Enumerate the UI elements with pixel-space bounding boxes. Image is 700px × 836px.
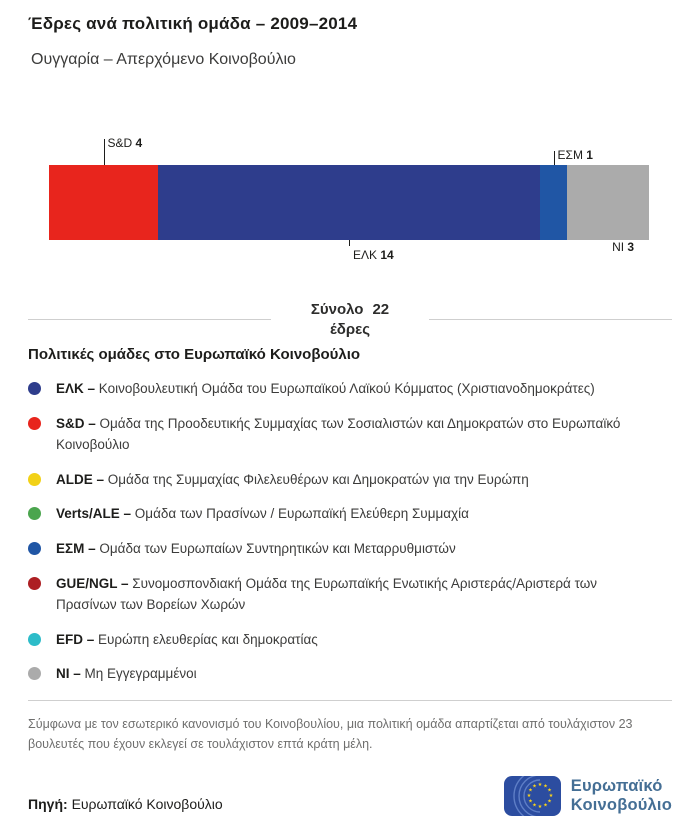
legend-item-esm: ΕΣΜ – Ομάδα των Ευρωπαίων Συντηρητικών κ… xyxy=(28,538,672,560)
legend-group-abbr: EFD – xyxy=(56,631,99,647)
bar-segment-sd xyxy=(49,165,159,240)
legend-color-dot xyxy=(28,541,41,555)
legend-color-dot xyxy=(28,632,41,646)
legend-text: ΕΛΚ – Κοινοβουλευτική Ομάδα του Ευρωπαϊκ… xyxy=(56,378,595,400)
legend-text: EFD – Ευρώπη ελευθερίας και δημοκρατίας xyxy=(56,629,318,651)
stacked-bar xyxy=(49,165,649,240)
eu-star-icon: ★ xyxy=(532,783,537,789)
bar-label-group: ΕΛΚ xyxy=(353,248,381,262)
footnote: Σύμφωνα με τον εσωτερικό κανονισμό του Κ… xyxy=(28,716,633,751)
legend-item-sd: S&D – Ομάδα της Προοδευτικής Συμμαχίας τ… xyxy=(28,413,672,456)
legend-item-elk: ΕΛΚ – Κοινοβουλευτική Ομάδα του Ευρωπαϊκ… xyxy=(28,378,672,400)
bar-segment-elk xyxy=(158,165,540,240)
legend-color-dot xyxy=(28,416,41,430)
legend-text: GUE/NGL – Συνομοσπονδιακή Ομάδα της Ευρω… xyxy=(56,573,656,616)
legend-group-name: Ομάδα της Προοδευτικής Συμμαχίας των Σοσ… xyxy=(56,415,621,453)
bar-label-tick-esm xyxy=(553,151,555,165)
legend-color-dot xyxy=(28,382,41,395)
legend-list: ΕΛΚ – Κοινοβουλευτική Ομάδα του Ευρωπαϊκ… xyxy=(28,378,672,685)
legend-group-name: Ευρώπη ελευθερίας και δημοκρατίας xyxy=(98,631,318,647)
page-subtitle: Ουγγαρία – Απερχόμενο Κοινοβούλιο xyxy=(31,51,296,68)
eu-star-icon: ★ xyxy=(549,793,554,799)
european-parliament-logo: ★ ★ ★ ★ ★ ★ ★ ★ ★ ★ ★ ★ Ευρωπαϊκό Κοινοβούλιο xyxy=(503,776,672,816)
legend-item-gue-ngl: GUE/NGL – Συνομοσπονδιακή Ομάδα της Ευρω… xyxy=(28,573,672,616)
legend-color-dot xyxy=(28,667,41,681)
legend-group-abbr: ΕΛΚ – xyxy=(56,381,99,396)
legend-text: NI – Μη Εγγεγραμμένοι xyxy=(56,663,197,685)
legend-item-verts-ale: Verts/ALE – Ομάδα των Πρασίνων / Ευρωπαϊ… xyxy=(28,503,672,525)
divider-right xyxy=(429,319,672,320)
eu-star-icon: ★ xyxy=(528,788,533,794)
bar-label-group: ΕΣΜ xyxy=(557,148,587,162)
legend-group-abbr: ALDE – xyxy=(56,471,108,487)
eu-star-icon: ★ xyxy=(538,804,543,810)
legend-group-abbr: Verts/ALE – xyxy=(56,506,135,522)
legend-group-name: Συνομοσπονδιακή Ομάδα της Ευρωπαϊκής Ενω… xyxy=(56,575,598,613)
source: Πηγή: Ευρωπαϊκό Κοινοβούλιο xyxy=(28,796,223,816)
bar-label-tick-elk xyxy=(349,240,350,246)
bar-label-elk: ΕΛΚ 14 xyxy=(353,249,394,262)
eu-flag-icon: ★ ★★★★★★★★★★★ xyxy=(503,776,561,816)
page-title: Έδρες ανά πολιτική ομάδα – 2009–2014 xyxy=(28,14,358,33)
seats-stacked-bar-chart: S&D 4 ΕΛΚ 14 ΕΣΜ 1 NI 3 xyxy=(0,135,700,270)
legend-group-abbr: ΕΣΜ – xyxy=(56,540,100,556)
bar-segment-ni xyxy=(567,165,649,240)
legend-text: S&D – Ομάδα της Προοδευτικής Συμμαχίας τ… xyxy=(56,413,656,456)
bar-segment-esm xyxy=(539,165,568,240)
bar-label-ni: NI 3 xyxy=(612,241,634,254)
ep-logo-line2: Κοινοβούλιο xyxy=(570,796,672,814)
legend-color-dot xyxy=(28,507,41,521)
eu-star-icon: ★ xyxy=(543,803,548,809)
total-label: Σύνολο xyxy=(310,301,364,318)
source-label: Πηγή: xyxy=(28,796,68,812)
bar-label-tick-sd xyxy=(103,139,105,165)
bar-label-seats: 3 xyxy=(627,240,635,254)
footer: Πηγή: Ευρωπαϊκό Κοινοβούλιο ★ ★ ★ ★ ★ ★ ★ ★ ★ ★ ★ ★… xyxy=(28,776,672,816)
legend-group-abbr: GUE/NGL – xyxy=(56,575,133,591)
bar-label-group: NI xyxy=(612,240,628,254)
divider-left xyxy=(28,319,271,320)
eu-star-icon: ★ xyxy=(547,799,552,805)
legend-group-abbr: NI – xyxy=(56,666,85,682)
eu-star-icon: ★ xyxy=(527,793,532,799)
legend-group-name: Ομάδα των Πρασίνων / Ευρωπαϊκή Ελεύθερη … xyxy=(134,506,469,522)
infographic-page: Έδρες ανά πολιτική ομάδα – 2009–2014 Ουγ… xyxy=(0,14,700,816)
legend-group-name: Ομάδα των Ευρωπαίων Συντηρητικών και Μετ… xyxy=(99,540,456,556)
eu-star-icon: ★ xyxy=(543,783,548,789)
legend-text: ΕΣΜ – Ομάδα των Ευρωπαίων Συντηρητικών κ… xyxy=(56,538,456,560)
ep-logo-text: Ευρωπαϊκό Κοινοβούλιο xyxy=(571,777,672,816)
footnote-divider xyxy=(28,699,672,701)
legend-item-ni: NI – Μη Εγγεγραμμένοι xyxy=(28,663,672,685)
total-seats-row: Σύνολο 22 έδρες xyxy=(28,300,672,339)
legend-color-dot xyxy=(28,472,41,486)
bar-label-seats: 14 xyxy=(380,248,394,262)
bar-label-seats: 1 xyxy=(586,148,593,162)
bar-label-esm: ΕΣΜ 1 xyxy=(558,149,593,162)
legend-color-dot xyxy=(28,576,41,590)
total-value: 22 xyxy=(372,301,390,318)
bar-label-sd: S&D 4 xyxy=(108,137,143,150)
legend-group-name: Μη Εγγεγραμμένοι xyxy=(84,666,197,682)
total-unit: έδρες xyxy=(329,320,371,338)
eu-star-icon: ★ xyxy=(547,788,552,794)
legend-heading: Πολιτικές ομάδες στο Ευρωπαϊκό Κοινοβούλ… xyxy=(28,346,361,363)
total-seats-text: Σύνολο 22 έδρες xyxy=(271,300,429,339)
legend-group-abbr: S&D – xyxy=(56,415,100,431)
legend-text: ALDE – Ομάδα της Συμμαχίας Φιλελευθέρων … xyxy=(56,469,529,491)
legend-group-name: Κοινοβουλευτική Ομάδα του Ευρωπαϊκού Λαϊ… xyxy=(98,381,595,396)
legend-item-efd: EFD – Ευρώπη ελευθερίας και δημοκρατίας xyxy=(28,629,672,651)
eu-star-icon: ★ xyxy=(528,799,533,805)
ep-logo-line1: Ευρωπαϊκό xyxy=(570,776,663,795)
legend-item-alde: ALDE – Ομάδα της Συμμαχίας Φιλελευθέρων … xyxy=(28,469,672,491)
eu-star-icon: ★ xyxy=(538,782,543,788)
bar-label-seats: 4 xyxy=(135,136,143,150)
source-value: Ευρωπαϊκό Κοινοβούλιο xyxy=(71,796,223,812)
eu-star-icon: ★ xyxy=(532,803,537,809)
bar-label-group: S&D xyxy=(107,136,136,150)
legend-group-name: Ομάδα της Συμμαχίας Φιλελευθέρων και Δημ… xyxy=(107,471,529,487)
legend-text: Verts/ALE – Ομάδα των Πρασίνων / Ευρωπαϊ… xyxy=(56,503,469,525)
